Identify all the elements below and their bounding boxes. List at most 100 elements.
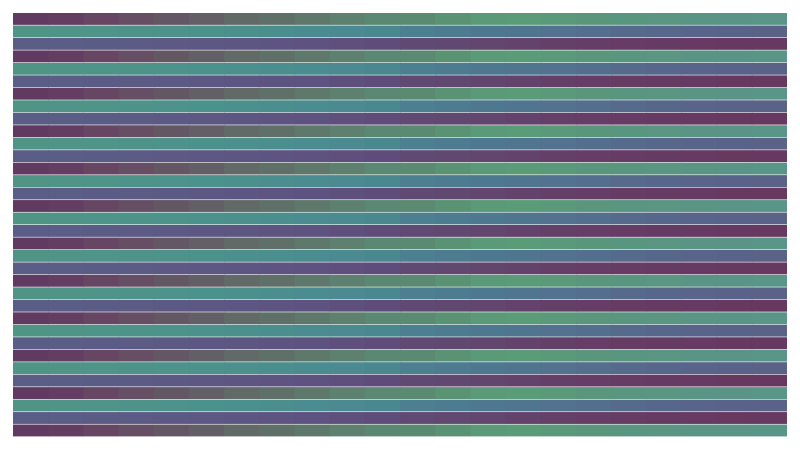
heatmap-cell: [48, 37, 84, 50]
heatmap-cell: [751, 212, 787, 225]
heatmap-cell: [188, 324, 225, 337]
heatmap-cell: [13, 262, 49, 275]
heatmap-cell: [435, 349, 471, 362]
heatmap-cell: [435, 200, 471, 212]
heatmap-cell: [364, 50, 401, 63]
heatmap-cell: [118, 237, 155, 250]
heatmap-cell: [751, 25, 787, 38]
heatmap-cell: [751, 37, 787, 50]
heatmap-cell: [118, 137, 155, 150]
heatmap-cell: [681, 412, 718, 424]
heatmap-cell: [294, 274, 331, 287]
heatmap-cell: [294, 175, 331, 187]
heatmap-cell: [13, 324, 49, 337]
heatmap-cell: [540, 137, 577, 150]
heatmap-cell: [118, 212, 155, 225]
heatmap-cell: [48, 299, 84, 312]
heatmap-cell: [400, 262, 436, 275]
heatmap-cell: [540, 249, 577, 262]
heatmap-cell: [118, 349, 155, 362]
heatmap-cell: [364, 87, 401, 100]
heatmap-cell: [188, 424, 225, 437]
heatmap-cell: [48, 50, 84, 63]
heatmap-cell: [435, 187, 471, 200]
heatmap-cell: [751, 13, 787, 25]
heatmap-cell: [329, 100, 366, 113]
heatmap-cell: [575, 87, 612, 100]
heatmap-cell: [400, 137, 436, 150]
heatmap-cell: [646, 225, 683, 237]
heatmap-cell: [188, 387, 225, 399]
heatmap-cell: [540, 13, 577, 25]
heatmap-cell: [505, 337, 542, 350]
heatmap-cell: [505, 87, 542, 100]
heatmap-cell: [364, 349, 401, 362]
heatmap-cell: [153, 337, 190, 350]
heatmap-cell: [540, 424, 577, 437]
heatmap-cell: [224, 412, 260, 424]
heatmap-cell: [611, 237, 647, 250]
heatmap-cell: [435, 287, 471, 300]
heatmap-cell: [646, 162, 683, 175]
heatmap-cell: [153, 25, 190, 38]
heatmap-cell: [435, 299, 471, 312]
heatmap-cell: [435, 175, 471, 187]
heatmap-cell: [646, 262, 683, 275]
heatmap-cell: [364, 137, 401, 150]
heatmap-cell: [329, 424, 366, 437]
heatmap-cell: [505, 212, 542, 225]
heatmap-cell: [435, 412, 471, 424]
heatmap-cell: [400, 100, 436, 113]
heatmap-cell: [646, 50, 683, 63]
heatmap-cell: [364, 225, 401, 237]
heatmap-cell: [364, 237, 401, 250]
heatmap-cell: [364, 299, 401, 312]
heatmap-cell: [681, 25, 718, 38]
heatmap-cell: [83, 412, 120, 424]
heatmap-cell: [646, 412, 683, 424]
heatmap-cell: [294, 112, 331, 125]
heatmap-cell: [400, 424, 436, 437]
heatmap: [13, 13, 787, 437]
heatmap-cell: [188, 362, 225, 375]
heatmap-cell: [118, 200, 155, 212]
heatmap-cell: [751, 50, 787, 63]
heatmap-cell: [224, 50, 260, 63]
heatmap-cell: [259, 25, 296, 38]
heatmap-cell: [294, 75, 331, 88]
heatmap-cell: [48, 200, 84, 212]
heatmap-cell: [400, 25, 436, 38]
heatmap-cell: [329, 387, 366, 399]
heatmap-cell: [13, 299, 49, 312]
heatmap-cell: [400, 13, 436, 25]
heatmap-cell: [611, 412, 647, 424]
heatmap-cell: [505, 362, 542, 375]
heatmap-cell: [751, 125, 787, 138]
heatmap-cell: [681, 62, 718, 75]
heatmap-cell: [435, 237, 471, 250]
heatmap-cell: [435, 312, 471, 325]
heatmap-cell: [435, 424, 471, 437]
heatmap-cell: [364, 287, 401, 300]
heatmap-cell: [400, 125, 436, 138]
heatmap-cell: [153, 175, 190, 187]
heatmap-cell: [611, 175, 647, 187]
heatmap-cell: [294, 299, 331, 312]
heatmap-cell: [435, 362, 471, 375]
heatmap-cell: [83, 125, 120, 138]
heatmap-cell: [118, 399, 155, 412]
heatmap-cell: [751, 175, 787, 187]
heatmap-cell: [118, 37, 155, 50]
heatmap-cell: [13, 349, 49, 362]
heatmap-cell: [364, 62, 401, 75]
heatmap-cell: [540, 399, 577, 412]
heatmap-cell: [435, 50, 471, 63]
heatmap-cell: [716, 100, 753, 113]
heatmap-cell: [681, 274, 718, 287]
heatmap-cell: [540, 262, 577, 275]
heatmap-cell: [716, 75, 753, 88]
heatmap-cell: [575, 274, 612, 287]
heatmap-cell: [364, 324, 401, 337]
heatmap-cell: [575, 337, 612, 350]
heatmap-cell: [646, 200, 683, 212]
